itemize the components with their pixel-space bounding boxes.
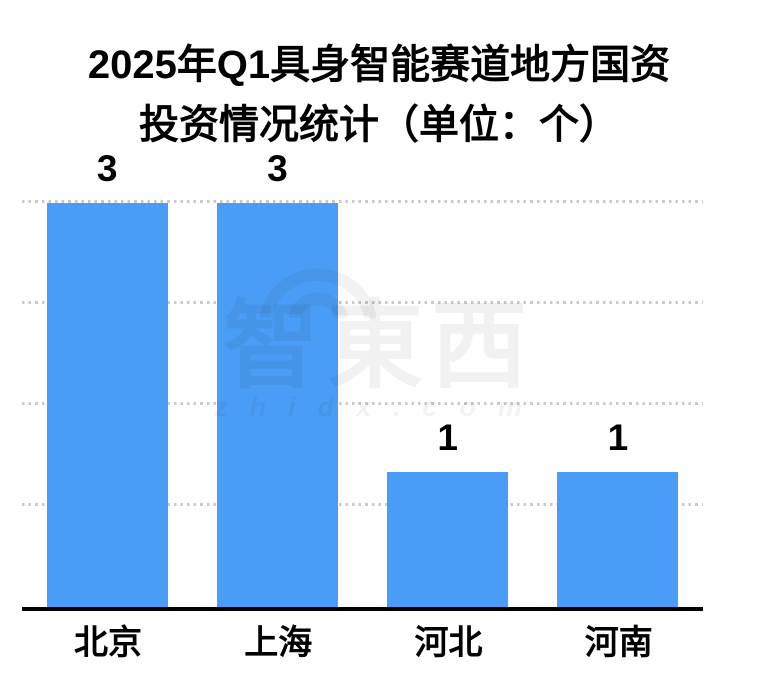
gridline: [22, 402, 703, 405]
x-axis-label: 上海: [244, 624, 313, 662]
bar-value-label: 3: [96, 148, 118, 189]
chart-title-line1: 2025年Q1具身智能赛道地方国资: [87, 43, 671, 87]
gridline: [22, 301, 703, 304]
bar-0: [46, 203, 168, 607]
x-axis-label: 河南: [584, 624, 653, 662]
x-axis-line: [22, 607, 703, 611]
x-axis-label: 河北: [414, 624, 483, 662]
bar-value-label: 1: [437, 417, 458, 458]
bar-value-label: 1: [607, 417, 629, 458]
chart-title-line2: 投资情况统计（单位：个）: [139, 103, 619, 147]
chart-title: 2025年Q1具身智能赛道地方国资 投资情况统计（单位：个）: [0, 35, 758, 155]
bar-1: [216, 203, 338, 607]
bar-3: [557, 472, 679, 607]
gridline: [22, 200, 703, 203]
x-axis-label: 北京: [74, 624, 142, 662]
bar-2: [387, 472, 509, 607]
bar-value-label: 3: [267, 148, 288, 189]
gridline: [22, 503, 703, 506]
